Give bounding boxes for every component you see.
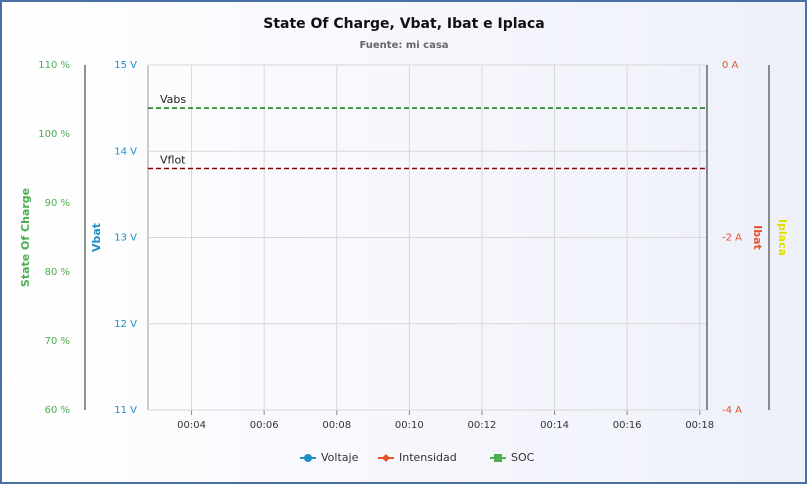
x-tick-label: 00:18 [685,420,714,431]
chart-subtitle: Fuente: mi casa [359,40,448,51]
x-tick-label: 00:10 [395,420,424,431]
y-tick-label: 70 % [45,336,70,347]
x-tick-label: 00:06 [250,420,279,431]
legend-marker [494,454,502,462]
y-axis-title: Iplaca [776,219,789,256]
y-tick-label: 110 % [38,60,70,71]
y-tick-label: 90 % [45,198,70,209]
y-axis-title: State Of Charge [19,188,32,287]
x-tick-label: 00:14 [540,420,569,431]
plot-line-label: Vflot [160,154,186,167]
x-tick-label: 00:12 [468,420,497,431]
legend-label: Voltaje [321,451,359,464]
y-tick-label: -4 A [722,405,742,416]
y-tick-label: -2 A [722,233,742,244]
x-tick-label: 00:08 [322,420,351,431]
y-tick-label: 0 A [722,60,739,71]
y-tick-label: 100 % [38,129,70,140]
x-tick-label: 00:16 [613,420,642,431]
chart-title: State Of Charge, Vbat, Ibat e Iplaca [263,16,544,32]
y-tick-label: 12 V [114,319,137,330]
y-tick-label: 60 % [45,405,70,416]
y-axis-title: Ibat [751,225,764,250]
legend-marker [382,454,390,462]
plot-line-label: Vabs [160,93,186,106]
y-tick-label: 80 % [45,267,70,278]
y-axis-title: Vbat [90,223,103,252]
y-tick-label: 13 V [114,233,137,244]
legend-label: Intensidad [399,451,457,464]
y-tick-label: 14 V [114,146,137,157]
legend-marker [304,454,312,462]
y-tick-label: 15 V [114,60,137,71]
legend-label: SOC [511,451,535,464]
x-tick-label: 00:04 [177,420,206,431]
y-tick-label: 11 V [114,405,137,416]
